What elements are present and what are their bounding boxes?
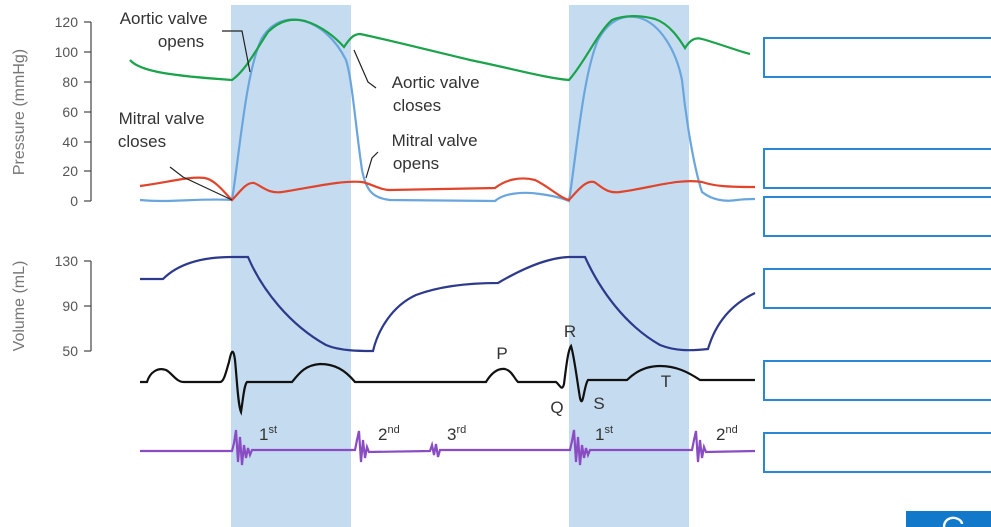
heart-sound-label: 2nd — [378, 424, 400, 444]
volume-axis-title: Volume (mL) — [11, 261, 28, 352]
ecg-label-p: P — [496, 344, 507, 363]
pressure-axis-title: Pressure (mmHg) — [11, 49, 28, 175]
heart-sound-label: 2nd — [716, 424, 738, 444]
answer-box-ventricular-pressure[interactable] — [763, 148, 991, 189]
volume-tick: 50 — [62, 343, 78, 359]
pressure-tick: 80 — [62, 74, 78, 90]
ventricular-volume-curve — [140, 255, 756, 353]
aortic-pressure-curve — [129, 15, 751, 82]
answer-box-aortic-pressure[interactable] — [763, 37, 991, 78]
pressure-tick: 120 — [55, 14, 79, 30]
pressure-axis: 120 100 80 60 40 20 0 Pressure (mmHg) — [11, 14, 92, 209]
phonocardiogram-trace — [140, 429, 756, 466]
label-mitral-valve-opens: Mitral valve opens — [392, 131, 483, 173]
ecg-label-r: R — [564, 322, 576, 341]
heart-sound-label: 1st — [595, 424, 613, 444]
volume-tick: 130 — [55, 253, 79, 269]
pressure-tick: 20 — [62, 163, 78, 179]
answer-box-volume[interactable] — [763, 268, 991, 309]
pressure-tick: 60 — [62, 104, 78, 120]
ecg-label-s: S — [593, 394, 604, 413]
pressure-tick: 0 — [70, 193, 78, 209]
ecg-label-t: T — [661, 372, 671, 391]
volume-axis: 130 90 50 Volume (mL) — [11, 253, 92, 359]
leader-lines — [169, 30, 379, 201]
label-aortic-valve-closes: Aortic valve closes — [392, 73, 485, 115]
pressure-tick: 40 — [62, 134, 78, 150]
label-mitral-valve-closes: Mitral valve closes — [118, 109, 209, 151]
reset-button[interactable] — [906, 511, 991, 527]
ecg-trace — [140, 343, 755, 416]
answer-box-atrial-pressure[interactable] — [763, 196, 991, 237]
ecg-label-q: Q — [550, 398, 563, 417]
ventricular-pressure-curve — [139, 15, 756, 203]
pressure-tick: 100 — [55, 44, 79, 60]
heart-sound-label: 3rd — [447, 424, 466, 444]
label-aortic-valve-opens: Aortic valve opens — [120, 9, 213, 51]
heart-sound-label: 1st — [259, 424, 277, 444]
answer-box-ecg[interactable] — [763, 360, 991, 401]
refresh-icon — [942, 516, 964, 527]
answer-box-phonocardiogram[interactable] — [763, 432, 991, 473]
volume-tick: 90 — [62, 298, 78, 314]
